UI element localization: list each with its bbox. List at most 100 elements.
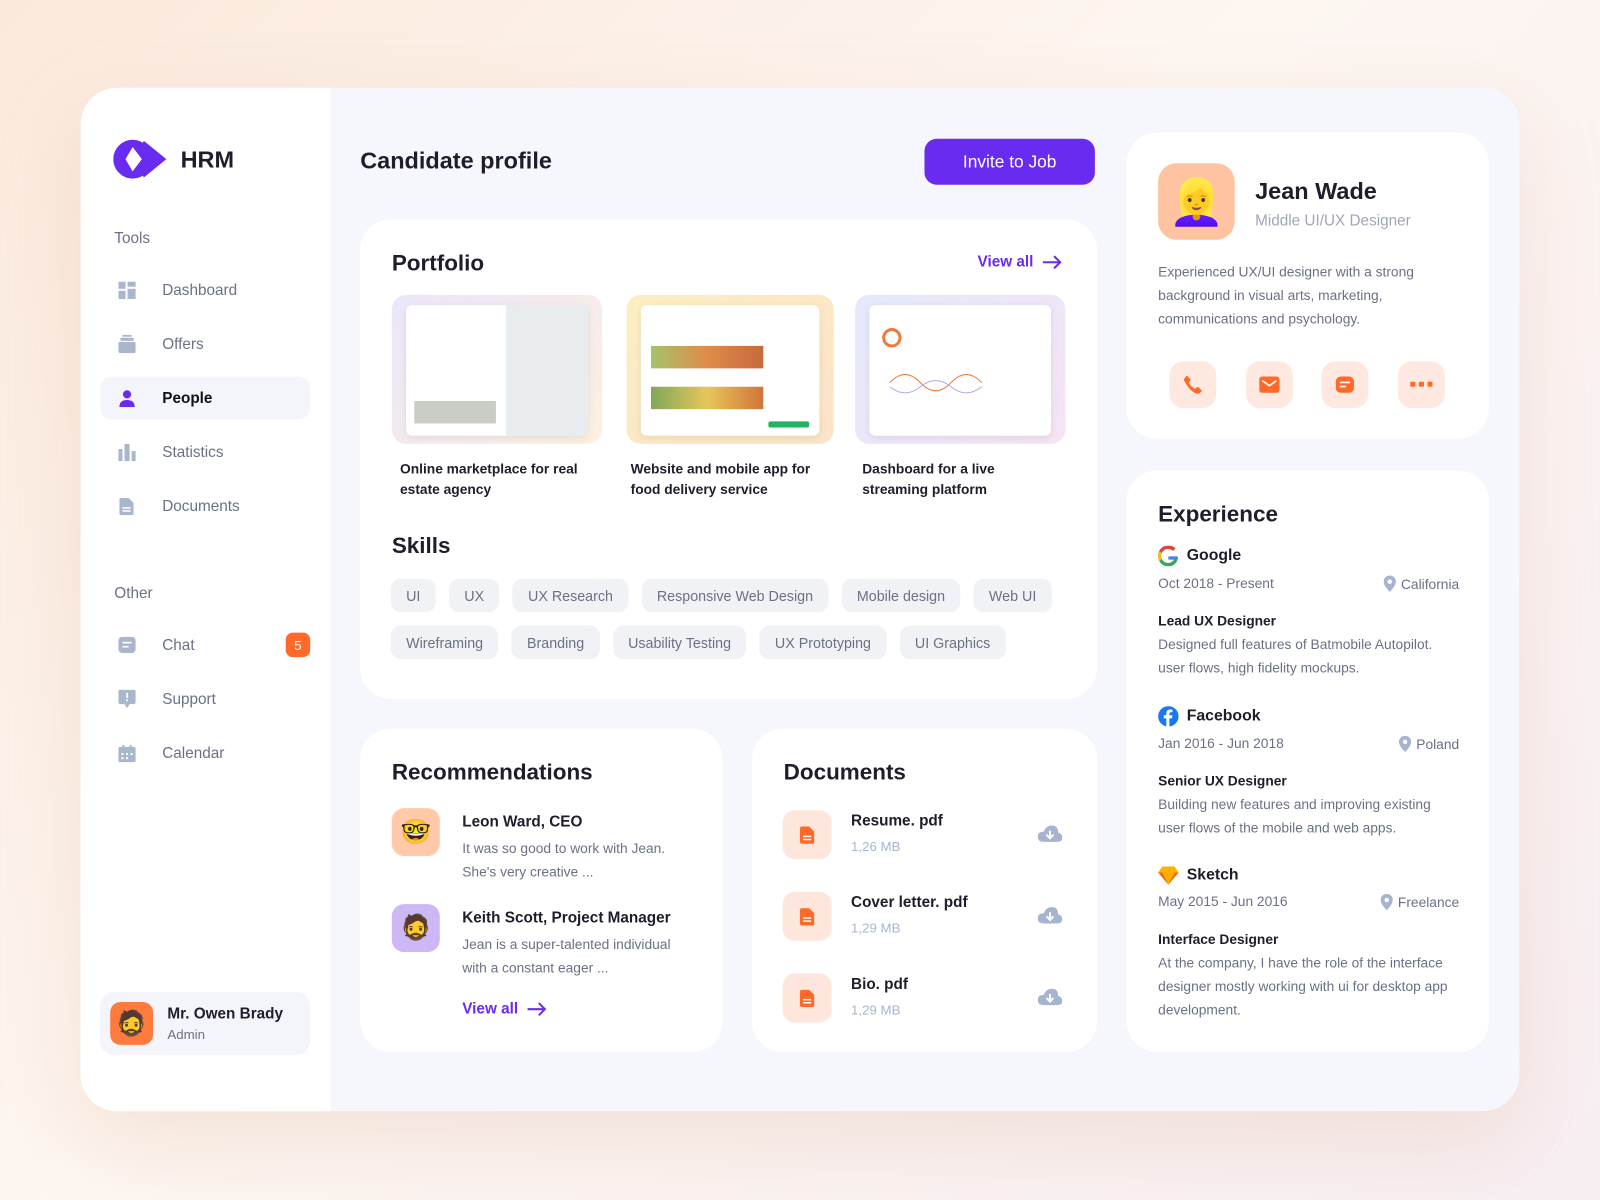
download-button[interactable] xyxy=(1037,988,1063,1011)
document-name: Cover letter. pdf xyxy=(851,893,968,912)
logo-icon xyxy=(113,139,167,179)
current-user[interactable]: 🧔 Mr. Owen Brady Admin xyxy=(99,991,311,1056)
skill-chip: UI xyxy=(390,578,436,613)
company-name: Facebook xyxy=(1186,707,1261,725)
recommendation-text: It was so good to work with Jean. She's … xyxy=(462,840,666,880)
file-icon xyxy=(799,907,815,925)
skill-chip: Mobile design xyxy=(841,578,961,613)
avatar: 🧔 xyxy=(391,904,440,953)
avatar: 🧔 xyxy=(110,1002,154,1045)
call-button[interactable] xyxy=(1169,361,1217,409)
skill-chip: UX Prototyping xyxy=(759,625,887,660)
sidebar-item-label: Statistics xyxy=(162,443,224,461)
phone-icon xyxy=(1183,375,1203,394)
skill-chip: Web UI xyxy=(973,578,1052,613)
company-name: Google xyxy=(1186,546,1242,565)
company-name: Sketch xyxy=(1186,866,1239,884)
documents-card: Documents Resume. pdf 1,26 MB Cover letter… xyxy=(752,728,1097,1053)
message-icon xyxy=(1335,376,1355,393)
cloud-download-icon xyxy=(1037,907,1063,924)
portfolio-thumb-real-estate[interactable] xyxy=(391,294,603,444)
sidebar-item-dashboard[interactable]: Dashboard xyxy=(100,268,310,311)
experience-period: Jan 2016 - Jun 2018 xyxy=(1158,735,1284,752)
location-pin-icon xyxy=(1383,575,1396,592)
sidebar-item-label: Offers xyxy=(162,335,204,353)
skill-chip: Responsive Web Design xyxy=(641,578,829,613)
portfolio-title: Portfolio xyxy=(391,249,485,276)
sidebar-item-label: Dashboard xyxy=(162,281,238,299)
sidebar-item-label: Documents xyxy=(162,497,240,515)
document-name: Bio. pdf xyxy=(851,975,908,993)
calendar-icon xyxy=(117,744,136,762)
sidebar-item-chat[interactable]: Chat 5 xyxy=(100,623,311,666)
file-icon-box xyxy=(782,973,832,1023)
experience-period: May 2015 - Jun 2016 xyxy=(1158,893,1288,910)
sidebar-item-label: People xyxy=(162,389,213,407)
experience-item: Sketch May 2015 - Jun 2016 Freelance Interf… xyxy=(1158,866,1459,1021)
document-size: 1,29 MB xyxy=(851,1002,901,1018)
sidebar-item-calendar[interactable]: Calendar xyxy=(100,732,310,775)
document-item[interactable]: Bio. pdf 1,29 MB xyxy=(782,973,1069,1024)
file-icon-box xyxy=(782,891,832,941)
sidebar-item-label: Chat xyxy=(162,636,195,654)
skills-title: Skills xyxy=(391,532,451,559)
portfolio-caption: Dashboard for a live streaming platform xyxy=(862,461,995,497)
document-item[interactable]: Cover letter. pdf 1,29 MB xyxy=(782,891,1069,943)
experience-location: Poland xyxy=(1416,736,1460,752)
portfolio-caption: Website and mobile app for food delivery… xyxy=(630,461,811,497)
experience-role: Lead UX Designer xyxy=(1158,613,1277,629)
more-button[interactable] xyxy=(1397,361,1445,409)
skills-list: UI UX UX Research Responsive Web Design Mobi… xyxy=(390,578,1054,660)
location-pin-icon xyxy=(1398,735,1412,753)
sidebar-item-people[interactable]: People xyxy=(99,376,311,420)
skill-chip: UX Research xyxy=(512,578,629,613)
recommendation-text: Jean is a super-talented individual with… xyxy=(462,936,671,976)
skill-chip: Branding xyxy=(511,625,600,660)
document-item[interactable]: Resume. pdf 1,26 MB xyxy=(782,810,1069,861)
experience-role: Interface Designer xyxy=(1158,931,1279,947)
sidebar-item-documents[interactable]: Documents xyxy=(100,485,310,528)
file-icon-box xyxy=(782,810,832,860)
grid-icon xyxy=(117,281,136,299)
portfolio-card: Portfolio View all Online marketplace fo… xyxy=(360,219,1097,699)
google-logo-icon xyxy=(1158,545,1179,567)
candidate-name: Jean Wade xyxy=(1255,177,1377,205)
portfolio-thumb-food-delivery[interactable] xyxy=(626,294,834,444)
sidebar-item-offers[interactable]: Offers xyxy=(100,322,310,365)
portfolio-thumb-streaming[interactable] xyxy=(855,294,1066,444)
logo[interactable]: HRM xyxy=(113,139,234,180)
other-label: Other xyxy=(114,584,153,603)
chat-icon xyxy=(117,636,136,654)
email-button[interactable] xyxy=(1245,361,1293,409)
skill-chip: Wireframing xyxy=(390,625,499,660)
message-button[interactable] xyxy=(1321,361,1369,409)
app-window: HRM Tools Dashboard Offers People Statis… xyxy=(80,87,1520,1112)
sidebar-item-label: Support xyxy=(162,690,216,708)
avatar: 🤓 xyxy=(391,808,440,857)
experience-description: At the company, I have the role of the i… xyxy=(1158,955,1448,1018)
recommender-name: Leon Ward, CEO xyxy=(462,813,583,831)
bar-chart-icon xyxy=(117,443,136,461)
skill-chip: Usability Testing xyxy=(612,625,747,660)
candidate-avatar: 👱‍♀️ xyxy=(1158,163,1235,240)
recommendations-view-all-link[interactable]: View all xyxy=(462,1000,547,1017)
invite-to-job-button[interactable]: Invite to Job xyxy=(924,138,1095,185)
skill-chip: UI Graphics xyxy=(899,625,1006,660)
portfolio-view-all-link[interactable]: View all xyxy=(978,253,1062,270)
document-icon xyxy=(117,497,135,515)
file-icon xyxy=(799,989,815,1007)
person-icon xyxy=(117,389,135,407)
experience-item: Facebook Jan 2016 - Jun 2018 Poland Senior … xyxy=(1158,706,1459,840)
download-button[interactable] xyxy=(1037,906,1063,929)
documents-title: Documents xyxy=(783,759,906,785)
download-button[interactable] xyxy=(1037,824,1063,847)
experience-item: Google Oct 2018 - Present California Lead U… xyxy=(1158,545,1459,680)
document-size: 1,26 MB xyxy=(851,838,901,855)
sketch-logo-icon xyxy=(1158,866,1179,885)
sidebar-item-support[interactable]: Support xyxy=(100,678,310,721)
mail-icon xyxy=(1259,376,1280,393)
candidate-title: Middle UI/UX Designer xyxy=(1255,212,1411,230)
sidebar-item-statistics[interactable]: Statistics xyxy=(100,431,310,474)
sidebar-item-label: Calendar xyxy=(162,744,225,762)
alert-icon xyxy=(117,689,136,709)
